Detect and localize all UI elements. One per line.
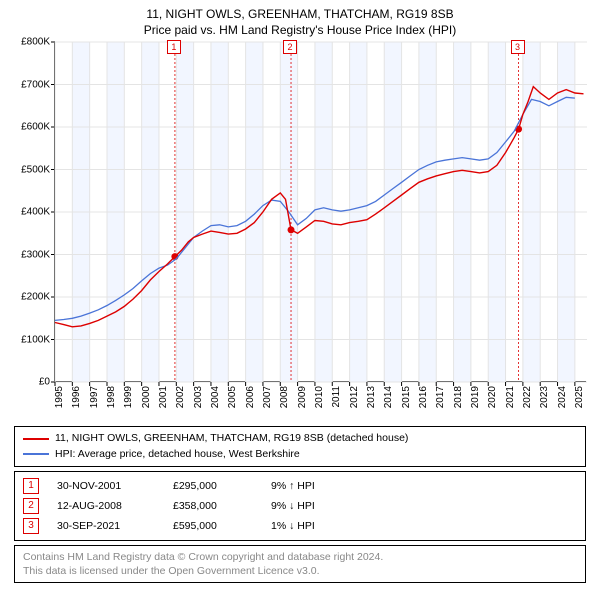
- y-tick-label: £600K: [21, 122, 50, 133]
- x-tick-label: 2016: [418, 386, 429, 408]
- event-badge-1: 1: [167, 40, 181, 54]
- event-row: 3 30-SEP-2021 £595,000 1% ↓ HPI: [23, 516, 577, 536]
- event-delta: 1% ↓ HPI: [271, 520, 361, 532]
- legend-label-hpi: HPI: Average price, detached house, West…: [55, 447, 300, 462]
- footer-line-2: This data is licensed under the Open Gov…: [23, 564, 577, 578]
- x-tick-label: 2003: [193, 386, 204, 408]
- x-tick-label: 2018: [453, 386, 464, 408]
- title-line-1: 11, NIGHT OWLS, GREENHAM, THATCHAM, RG19…: [0, 6, 600, 22]
- legend-swatch-property: [23, 438, 49, 440]
- x-tick-label: 2025: [574, 386, 585, 408]
- y-tick-label: £800K: [21, 37, 50, 48]
- x-tick-label: 2023: [539, 386, 550, 408]
- y-tick-label: £400K: [21, 207, 50, 218]
- event-badge-icon: 3: [23, 518, 39, 534]
- x-tick-label: 2024: [557, 386, 568, 408]
- plot-svg: [55, 42, 586, 381]
- footer-line-1: Contains HM Land Registry data © Crown c…: [23, 550, 577, 564]
- x-tick-label: 2021: [505, 386, 516, 408]
- event-badge-icon: 1: [23, 478, 39, 494]
- event-price: £295,000: [173, 480, 253, 492]
- y-tick-label: £300K: [21, 249, 50, 260]
- x-tick-label: 2009: [297, 386, 308, 408]
- x-tick-label: 2007: [262, 386, 273, 408]
- x-tick-label: 1995: [54, 386, 65, 408]
- legend-swatch-hpi: [23, 453, 49, 455]
- x-tick-label: 2010: [314, 386, 325, 408]
- event-badge-icon: 2: [23, 498, 39, 514]
- x-tick-label: 2002: [175, 386, 186, 408]
- legend-row-property: 11, NIGHT OWLS, GREENHAM, THATCHAM, RG19…: [23, 431, 577, 446]
- x-tick-label: 1999: [123, 386, 134, 408]
- x-tick-label: 2001: [158, 386, 169, 408]
- chart: £0£100K£200K£300K£400K£500K£600K£700K£80…: [10, 42, 590, 422]
- y-tick-label: £100K: [21, 334, 50, 345]
- event-badge-2: 2: [283, 40, 297, 54]
- x-tick-label: 2013: [366, 386, 377, 408]
- legend-label-property: 11, NIGHT OWLS, GREENHAM, THATCHAM, RG19…: [55, 431, 408, 446]
- x-tick-label: 2022: [522, 386, 533, 408]
- x-tick-label: 2017: [435, 386, 446, 408]
- x-tick-label: 2020: [487, 386, 498, 408]
- x-tick-label: 1996: [71, 386, 82, 408]
- legend-row-hpi: HPI: Average price, detached house, West…: [23, 447, 577, 462]
- event-row: 2 12-AUG-2008 £358,000 9% ↓ HPI: [23, 496, 577, 516]
- title-block: 11, NIGHT OWLS, GREENHAM, THATCHAM, RG19…: [0, 0, 600, 40]
- x-tick-label: 2011: [331, 386, 342, 408]
- x-tick-label: 2000: [141, 386, 152, 408]
- events-table: 1 30-NOV-2001 £295,000 9% ↑ HPI 2 12-AUG-2008…: [14, 471, 586, 541]
- event-date: 30-SEP-2021: [57, 520, 155, 532]
- y-axis: £0£100K£200K£300K£400K£500K£600K£700K£80…: [10, 42, 54, 382]
- y-tick-label: £700K: [21, 79, 50, 90]
- plot-area: [54, 42, 586, 382]
- y-tick-label: £0: [39, 377, 50, 388]
- event-price: £595,000: [173, 520, 253, 532]
- x-tick-label: 1998: [106, 386, 117, 408]
- x-axis: 1995 1996 1997 1998 1999 2000 2001 2002 2003 2004…: [54, 382, 586, 422]
- x-tick-label: 2015: [401, 386, 412, 408]
- x-tick-label: 2012: [349, 386, 360, 408]
- x-tick-label: 2008: [279, 386, 290, 408]
- title-line-2: Price paid vs. HM Land Registry's House …: [0, 22, 600, 38]
- event-date: 12-AUG-2008: [57, 500, 155, 512]
- event-badge-3: 3: [511, 40, 525, 54]
- x-tick-label: 2019: [470, 386, 481, 408]
- event-row: 1 30-NOV-2001 £295,000 9% ↑ HPI: [23, 476, 577, 496]
- x-tick-label: 2005: [227, 386, 238, 408]
- legend: 11, NIGHT OWLS, GREENHAM, THATCHAM, RG19…: [14, 426, 586, 466]
- event-date: 30-NOV-2001: [57, 480, 155, 492]
- x-tick-label: 1997: [89, 386, 100, 408]
- x-tick-label: 2014: [383, 386, 394, 408]
- event-delta: 9% ↓ HPI: [271, 500, 361, 512]
- event-delta: 9% ↑ HPI: [271, 480, 361, 492]
- y-tick-label: £200K: [21, 292, 50, 303]
- y-tick-label: £500K: [21, 164, 50, 175]
- footer: Contains HM Land Registry data © Crown c…: [14, 545, 586, 583]
- x-tick-label: 2006: [245, 386, 256, 408]
- x-tick-label: 2004: [210, 386, 221, 408]
- event-price: £358,000: [173, 500, 253, 512]
